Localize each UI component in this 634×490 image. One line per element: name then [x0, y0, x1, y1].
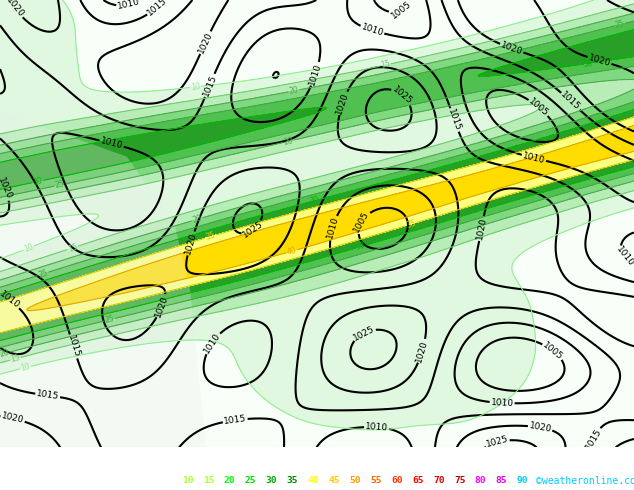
Text: 40: 40 [286, 245, 298, 257]
Text: 1020: 1020 [4, 0, 25, 20]
Text: 1020: 1020 [183, 231, 198, 256]
Text: 50: 50 [349, 476, 361, 485]
Text: 1015: 1015 [223, 414, 247, 426]
Text: 1010: 1010 [614, 245, 634, 269]
Text: 1015: 1015 [446, 108, 463, 132]
Text: 1015: 1015 [559, 90, 582, 112]
Text: 1010: 1010 [117, 0, 141, 11]
Text: 70: 70 [433, 476, 444, 485]
Text: 40: 40 [307, 476, 319, 485]
Text: 1010: 1010 [0, 290, 22, 311]
Text: 65: 65 [412, 476, 424, 485]
Polygon shape [0, 112, 206, 447]
Text: 20: 20 [224, 476, 235, 485]
Text: 1015: 1015 [146, 0, 169, 18]
Text: 55: 55 [370, 476, 382, 485]
Text: 35: 35 [204, 231, 216, 242]
Text: 1005: 1005 [353, 210, 371, 234]
Text: 30: 30 [266, 476, 277, 485]
Text: 25: 25 [54, 180, 65, 191]
Text: 25: 25 [245, 476, 256, 485]
Text: ©weatheronline.co.uk: ©weatheronline.co.uk [536, 476, 634, 486]
Text: 1010: 1010 [490, 398, 514, 408]
Text: 1015: 1015 [66, 334, 81, 359]
Text: 1010: 1010 [307, 62, 323, 86]
Text: 1010: 1010 [100, 136, 124, 151]
Text: 15: 15 [380, 60, 391, 71]
Text: 1020: 1020 [0, 177, 13, 201]
Text: 15: 15 [203, 476, 214, 485]
Text: 25: 25 [104, 314, 115, 325]
Text: 80: 80 [475, 476, 486, 485]
Text: 75: 75 [454, 476, 465, 485]
Text: 15: 15 [10, 353, 21, 365]
Text: 20: 20 [283, 136, 294, 147]
Text: 1020: 1020 [587, 53, 612, 68]
Text: 1025: 1025 [485, 435, 510, 449]
Text: 1005: 1005 [527, 97, 550, 118]
Text: 45: 45 [328, 476, 340, 485]
Text: 1020: 1020 [197, 30, 214, 55]
Text: 1010: 1010 [365, 422, 389, 433]
Text: 30: 30 [354, 241, 366, 252]
Text: 1020: 1020 [1, 412, 25, 425]
Text: 1020: 1020 [415, 339, 430, 363]
Text: 15: 15 [67, 242, 79, 253]
Text: 10: 10 [190, 82, 201, 92]
Text: 1015: 1015 [36, 390, 60, 402]
Text: 1020: 1020 [153, 294, 171, 318]
Text: 1020: 1020 [528, 421, 552, 434]
Text: 20: 20 [288, 85, 299, 96]
Text: 1020: 1020 [475, 217, 488, 241]
Text: 1010: 1010 [325, 215, 340, 240]
Text: 20: 20 [0, 348, 11, 359]
Text: 1015: 1015 [201, 73, 218, 98]
Text: 20: 20 [191, 214, 203, 225]
Text: 1005: 1005 [389, 0, 413, 21]
Text: 1010: 1010 [522, 151, 546, 165]
Text: Isotachs 10m (mph): Isotachs 10m (mph) [3, 476, 108, 486]
Text: Isotachs (mph) [mph] ECMWF: Isotachs (mph) [mph] ECMWF [3, 455, 165, 465]
Text: 35: 35 [287, 476, 298, 485]
Text: Tu 28-05-2024 09:00 UTC (06+03): Tu 28-05-2024 09:00 UTC (06+03) [437, 455, 631, 465]
Text: 10: 10 [182, 476, 193, 485]
Text: 25: 25 [37, 268, 49, 280]
Text: 60: 60 [391, 476, 403, 485]
Text: 1010: 1010 [202, 331, 222, 355]
Text: 1010: 1010 [360, 23, 385, 38]
Text: 1015: 1015 [583, 426, 603, 451]
Text: 85: 85 [496, 476, 507, 485]
Text: 1020: 1020 [335, 91, 351, 116]
Text: 1025: 1025 [352, 324, 376, 343]
Text: 1025: 1025 [241, 220, 265, 240]
Text: 35: 35 [405, 219, 417, 230]
Text: 30: 30 [583, 58, 593, 69]
Text: 1020: 1020 [500, 40, 524, 57]
Text: 10: 10 [22, 242, 35, 254]
Text: 30: 30 [32, 176, 44, 187]
Text: 90: 90 [517, 476, 528, 485]
Text: 30: 30 [309, 195, 320, 206]
Text: 25: 25 [614, 19, 626, 30]
Text: 1005: 1005 [541, 340, 565, 362]
Text: 10: 10 [20, 362, 31, 373]
Text: 1025: 1025 [391, 84, 414, 106]
